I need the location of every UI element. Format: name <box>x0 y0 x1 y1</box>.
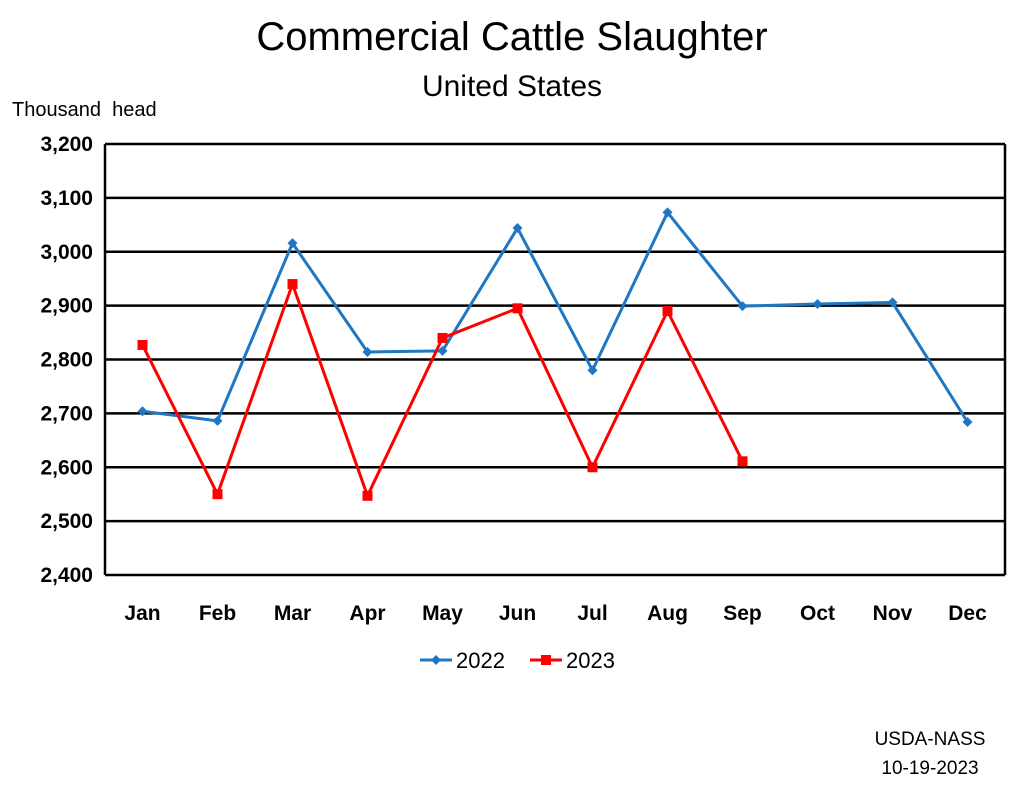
data-point-diamond <box>587 365 598 376</box>
data-point-diamond <box>962 416 973 427</box>
y-tick-label: 2,800 <box>40 349 93 372</box>
data-point-diamond <box>287 238 298 249</box>
series-2022 <box>137 207 973 427</box>
data-point-diamond <box>512 223 523 234</box>
series-2023 <box>137 279 748 501</box>
x-tick-label: Dec <box>948 602 987 625</box>
data-point-square <box>362 490 373 501</box>
data-point-diamond <box>887 297 898 308</box>
y-tick-label: 3,000 <box>40 241 93 264</box>
series-line-2023 <box>141 279 744 500</box>
series-group <box>137 207 973 501</box>
data-point-diamond <box>737 301 748 312</box>
data-point-square <box>662 306 673 317</box>
data-point-square <box>137 339 148 350</box>
data-point-diamond <box>431 655 441 665</box>
y-tick-label: 2,500 <box>40 510 93 533</box>
data-point-square <box>437 332 448 343</box>
data-point-square <box>287 279 298 290</box>
x-tick-label: Nov <box>873 602 913 625</box>
y-tick-label: 3,100 <box>40 187 93 210</box>
data-point-square <box>587 462 598 473</box>
legend-item-2022: 2022 <box>420 648 505 673</box>
date-label: 10-19-2023 <box>881 758 978 779</box>
series-line-2022 <box>142 209 969 423</box>
y-tick-label: 2,900 <box>40 295 93 318</box>
x-tick-label: Feb <box>199 602 236 625</box>
data-point-square <box>541 655 551 665</box>
y-ticks: 2,400 2,500 2,600 2,700 2,800 2,900 3,000 3,100… <box>40 133 93 587</box>
x-tick-label: Aug <box>647 602 688 625</box>
x-ticks: Jan Feb Mar Apr May Jun Jul Aug Sep Oct Nov Dec <box>124 602 987 625</box>
gridlines <box>103 142 1007 577</box>
x-tick-label: Apr <box>349 602 385 625</box>
x-tick-label: Jan <box>124 602 160 625</box>
x-tick-label: May <box>422 602 463 625</box>
y-axis-label: Thousand head <box>12 99 157 121</box>
data-point-diamond <box>212 415 223 426</box>
legend-item-2023: 2023 <box>530 648 615 673</box>
legend-label: 2023 <box>566 648 615 673</box>
chart-title: Commercial Cattle Slaughter <box>256 15 767 59</box>
y-tick-label: 2,400 <box>40 564 93 587</box>
x-tick-label: Mar <box>274 602 311 625</box>
data-point-square <box>737 456 748 467</box>
data-point-square <box>212 489 223 500</box>
data-point-diamond <box>812 299 823 310</box>
y-tick-label: 2,600 <box>40 456 93 479</box>
y-tick-label: 2,700 <box>40 402 93 425</box>
x-tick-label: Jul <box>577 602 607 625</box>
source-label: USDA-NASS <box>875 729 986 750</box>
data-point-diamond <box>437 345 448 356</box>
y-tick-label: 3,200 <box>40 133 93 156</box>
legend-label: 2022 <box>456 648 505 673</box>
data-point-diamond <box>662 207 673 218</box>
data-point-diamond <box>137 406 148 417</box>
x-tick-label: Sep <box>723 602 762 625</box>
data-point-square <box>512 303 523 314</box>
chart-subtitle: United States <box>422 70 602 103</box>
legend: 2022 2023 <box>420 648 615 673</box>
data-point-diamond <box>362 346 373 357</box>
x-tick-label: Jun <box>499 602 536 625</box>
x-tick-label: Oct <box>800 602 835 625</box>
